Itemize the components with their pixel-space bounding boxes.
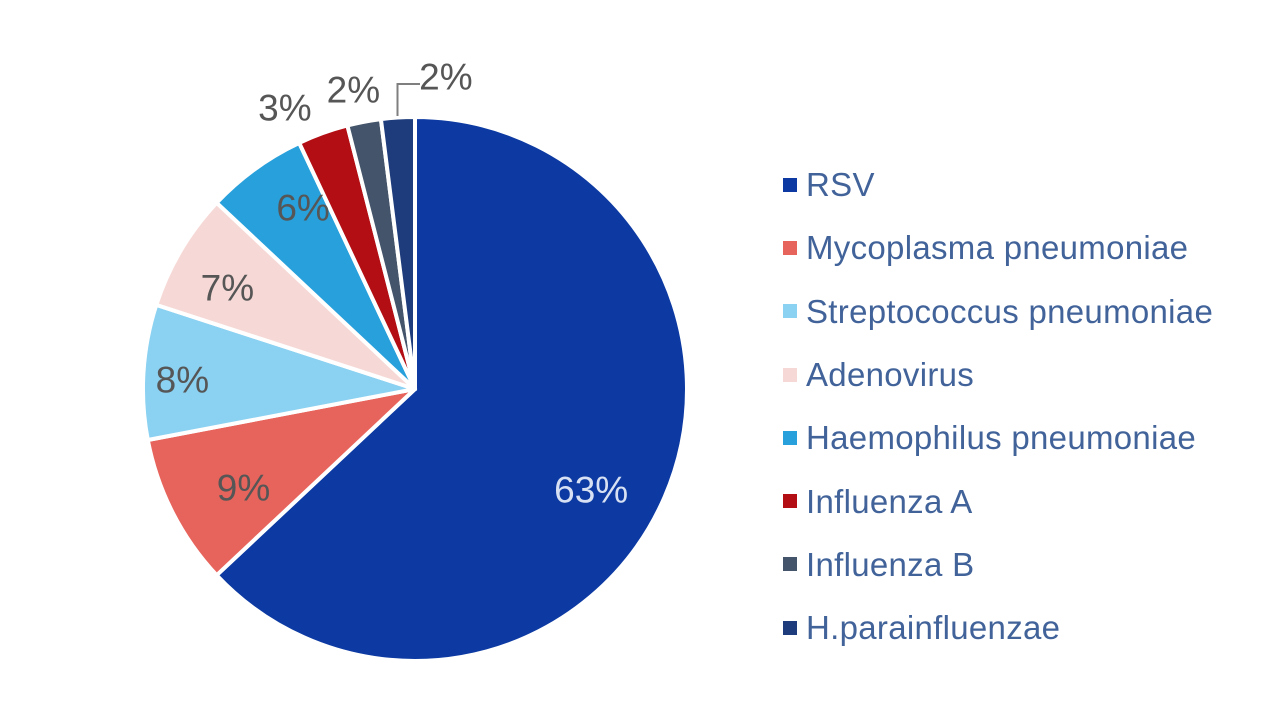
legend-item-rsv: RSV — [783, 153, 1213, 216]
legend-label-streptococcus-pneumoniae: Streptococcus pneumoniae — [806, 292, 1214, 330]
legend: RSV Mycoplasma pneumoniae Streptococcus … — [783, 153, 1213, 659]
label-leader-line — [396, 83, 420, 116]
legend-item-h-parainfluenzae: H.parainfluenzae — [783, 596, 1213, 659]
pie-slice-label-mycoplasma-pneumoniae: 9% — [217, 467, 270, 508]
pie-slice-label-streptococcus-pneumoniae: 8% — [156, 360, 209, 401]
pie-slice-rsv — [214, 115, 689, 663]
legend-swatch-mycoplasma-pneumoniae — [783, 240, 797, 255]
legend-label-rsv: RSV — [806, 166, 875, 204]
legend-swatch-haemophilus-pneumoniae — [783, 430, 797, 445]
legend-swatch-h-parainfluenzae — [783, 620, 797, 635]
legend-label-influenza-b: Influenza B — [806, 545, 975, 583]
legend-item-influenza-a: Influenza A — [783, 469, 1213, 532]
pie-slice-label-haemophilus-pneumoniae: 6% — [276, 188, 329, 229]
legend-label-h-parainfluenzae: H.parainfluenzae — [806, 609, 1061, 647]
legend-swatch-streptococcus-pneumoniae — [783, 304, 797, 319]
pie-slice-label-h-parainfluenzae: 2% — [419, 57, 472, 98]
legend-swatch-rsv — [783, 177, 797, 192]
pie-slice-label-rsv: 63% — [554, 469, 628, 510]
pie-slice-adenovirus — [154, 200, 417, 391]
legend-item-mycoplasma-pneumoniae: Mycoplasma pneumoniae — [783, 216, 1213, 279]
legend-label-haemophilus-pneumoniae: Haemophilus pneumoniae — [806, 419, 1197, 457]
pie-slice-label-influenza-b: 2% — [327, 70, 380, 111]
pie-slice-label-adenovirus: 7% — [201, 268, 254, 309]
legend-label-influenza-a: Influenza A — [806, 482, 973, 520]
legend-item-streptococcus-pneumoniae: Streptococcus pneumoniae — [783, 280, 1213, 343]
legend-item-haemophilus-pneumoniae: Haemophilus pneumoniae — [783, 406, 1213, 469]
legend-swatch-adenovirus — [783, 367, 797, 382]
legend-item-influenza-b: Influenza B — [783, 533, 1213, 596]
pie-slice-label-influenza-a: 3% — [258, 87, 311, 128]
legend-item-adenovirus: Adenovirus — [783, 343, 1213, 406]
legend-label-mycoplasma-pneumoniae: Mycoplasma pneumoniae — [806, 229, 1189, 267]
pie-slice-mycoplasma-pneumoniae — [145, 387, 417, 578]
legend-swatch-influenza-b — [783, 557, 797, 572]
pie-slice-h-parainfluenzae — [378, 114, 417, 391]
pie-slice-streptococcus-pneumoniae — [140, 302, 417, 442]
legend-label-adenovirus: Adenovirus — [806, 356, 975, 394]
legend-swatch-influenza-a — [783, 494, 797, 509]
